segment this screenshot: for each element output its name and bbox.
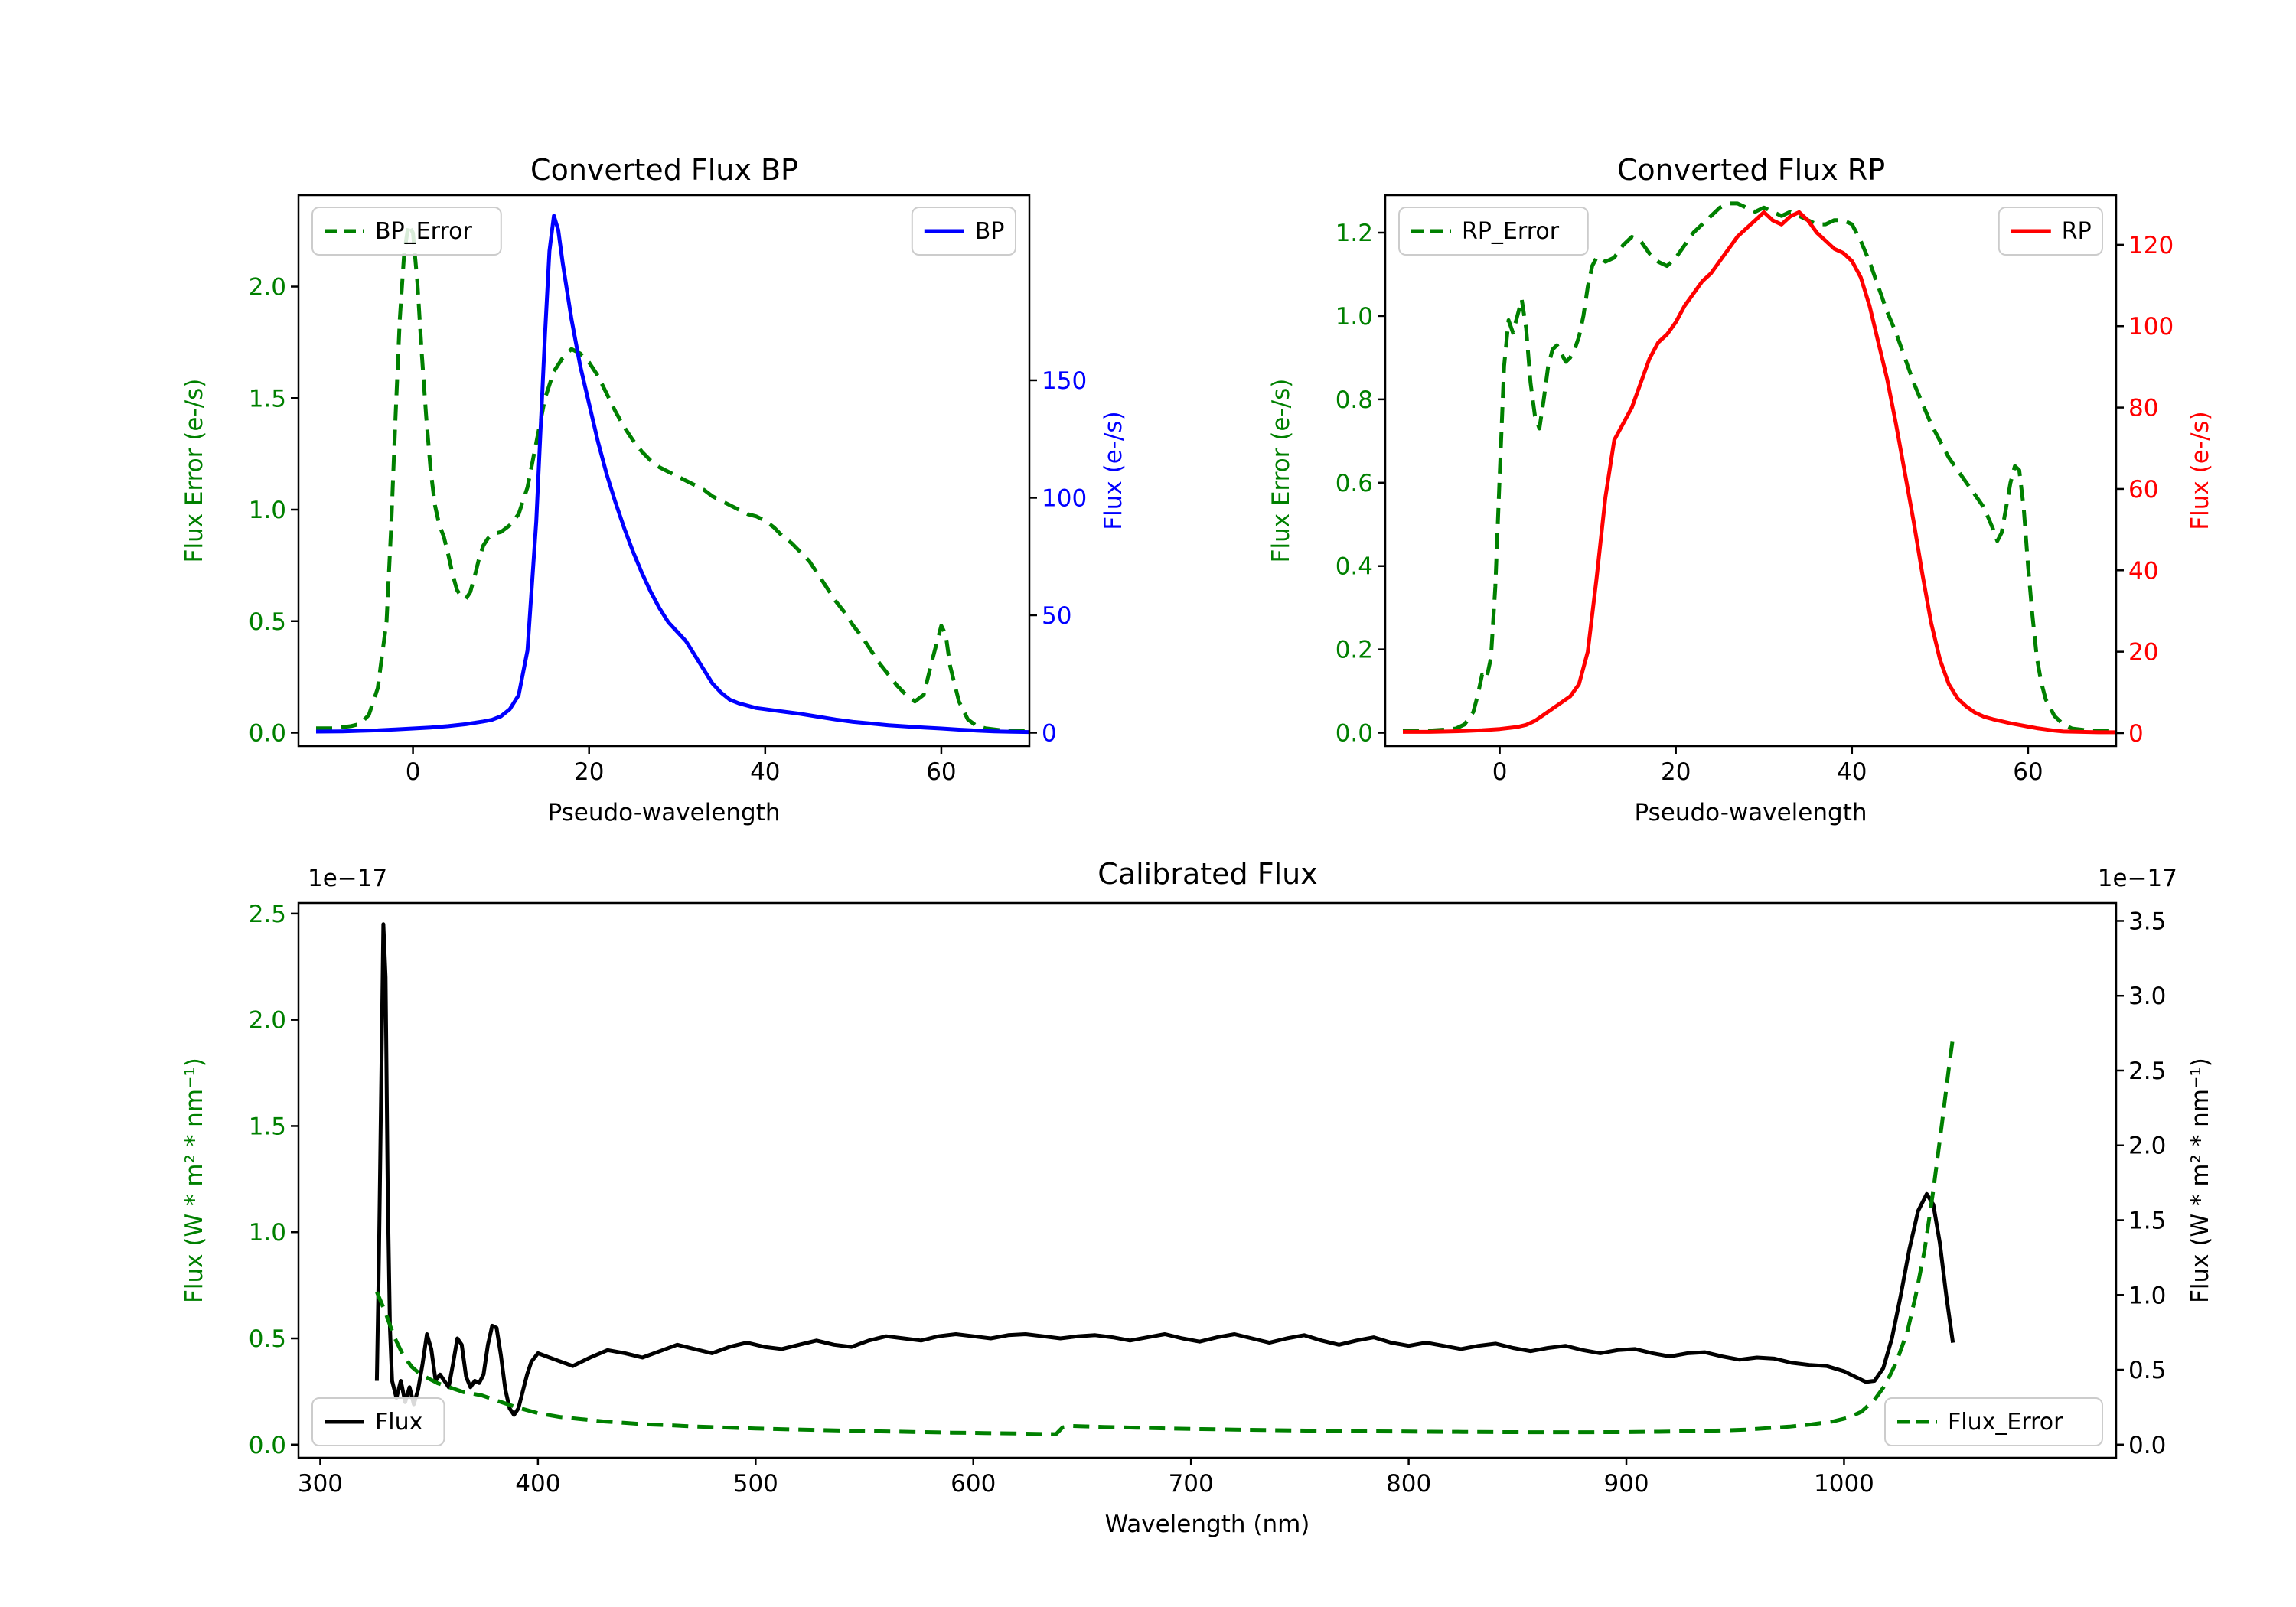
chart-1: 0 20 40 60 0.0 0.5 1.0 1.5 2.0 0 50 100 150 Pseudo-wa…	[181, 194, 1127, 826]
x-tick-label: 1000	[1814, 1470, 1874, 1498]
y-tick-label-right: 2.5	[2128, 1058, 2166, 1085]
series-RP_Error	[1402, 201, 2116, 733]
y-tick-label-left: 1.0	[249, 1219, 286, 1247]
y-tick-label-right: 0	[1042, 719, 1057, 747]
legend-RP: RP	[1998, 207, 2104, 256]
legend-label: BP	[975, 218, 1005, 245]
legend-BP_Error: BP_Error	[311, 207, 502, 256]
x-tick-label: 40	[750, 758, 780, 786]
x-tick-label: 400	[515, 1470, 560, 1498]
y-tick-label-left: 2.0	[249, 1007, 286, 1035]
y-tick-label-left: 0.5	[249, 1325, 286, 1353]
x-tick-label: 800	[1386, 1470, 1431, 1498]
offset-text-right: 1e−17	[2098, 865, 2177, 892]
y-tick-label-right: 20	[2128, 639, 2158, 667]
y-axis-label-left: Flux Error (e-/s)	[1267, 379, 1295, 563]
y-tick-label-left: 2.5	[249, 901, 286, 928]
y-tick-label-right: 100	[2128, 313, 2174, 341]
y-axis-label-right: Flux (W * m² * nm⁻¹)	[2187, 1058, 2214, 1303]
y-tick-label-left: 0.6	[1336, 470, 1373, 497]
legend-label: Flux_Error	[1948, 1409, 2063, 1436]
y-tick-label-left: 2.0	[249, 274, 286, 302]
y-tick-label-left: 0.0	[1336, 720, 1373, 748]
x-tick-label: 500	[733, 1470, 778, 1498]
legend-Flux: Flux	[311, 1397, 445, 1446]
x-axis-label: Pseudo-wavelength	[547, 799, 780, 826]
chart-title-calibrated-flux: Calibrated Flux	[1097, 857, 1318, 891]
y-tick-label-right: 120	[2128, 232, 2174, 259]
series-BP_Error	[316, 222, 1029, 733]
series-Flux	[374, 922, 1955, 1417]
y-axis-label-left: Flux (W * m² * nm⁻¹)	[181, 1058, 208, 1303]
y-tick-label-left: 1.5	[249, 1113, 286, 1140]
legend-BP: BP	[911, 207, 1017, 256]
y-tick-label-left: 0.0	[249, 1432, 286, 1459]
y-tick-label-right: 60	[2128, 476, 2158, 504]
offset-text-left: 1e−17	[308, 865, 387, 892]
y-tick-label-right: 3.5	[2128, 908, 2166, 935]
y-tick-label-left: 0.2	[1336, 637, 1373, 664]
legend-label: BP_Error	[375, 218, 472, 245]
y-tick-label-right: 2.0	[2128, 1133, 2166, 1160]
chart-title-converted-flux-bp: Converted Flux BP	[530, 153, 798, 187]
y-tick-label-right: 150	[1042, 367, 1087, 395]
series-Flux_Error	[375, 1037, 1955, 1436]
series-RP	[1403, 210, 2116, 735]
legend-Flux_Error: Flux_Error	[1884, 1397, 2103, 1446]
x-tick-label: 40	[1837, 758, 1867, 786]
y-axis-label-right: Flux (e-/s)	[2187, 411, 2214, 530]
y-tick-label-right: 100	[1042, 484, 1087, 512]
legend-label: RP_Error	[1462, 218, 1560, 245]
y-tick-label-right: 1.5	[2128, 1208, 2166, 1235]
series-BP	[315, 214, 1029, 735]
legend-label: Flux	[375, 1409, 422, 1436]
y-tick-label-left: 0.8	[1336, 386, 1373, 414]
y-tick-label-left: 0.5	[249, 608, 286, 636]
y-tick-label-left: 1.0	[249, 497, 286, 524]
x-tick-label: 900	[1603, 1470, 1649, 1498]
x-tick-label: 700	[1169, 1470, 1214, 1498]
y-tick-label-right: 0.5	[2128, 1357, 2166, 1384]
y-tick-label-right: 50	[1042, 602, 1071, 630]
y-tick-label-left: 0.0	[249, 720, 286, 748]
y-tick-label-right: 0	[2128, 720, 2144, 748]
y-tick-label-left: 1.5	[249, 385, 286, 412]
axes-spines	[297, 194, 1031, 748]
y-tick-label-right: 40	[2128, 557, 2158, 585]
y-tick-label-right: 3.0	[2128, 983, 2166, 1010]
chart-title-converted-flux-rp: Converted Flux RP	[1616, 153, 1886, 187]
x-tick-label: 20	[574, 758, 604, 786]
x-tick-label: 60	[926, 758, 956, 786]
x-tick-label: 60	[2013, 758, 2043, 786]
y-axis-label-left: Flux Error (e-/s)	[181, 379, 208, 563]
x-axis-label: Wavelength (nm)	[1105, 1511, 1310, 1538]
y-tick-label-left: 1.0	[1336, 303, 1373, 331]
axes-spines	[297, 901, 2118, 1459]
x-tick-label: 20	[1661, 758, 1691, 786]
x-tick-label: 0	[1492, 758, 1508, 786]
axes-spines	[1384, 194, 2118, 748]
chart-2: 0 20 40 60 0.0 0.2 0.4 0.6 0.8 1.0 1.2 0 20 40 60 80 100…	[1267, 194, 2214, 826]
y-tick-label-left: 0.4	[1336, 553, 1373, 581]
y-tick-label-right: 1.0	[2128, 1282, 2166, 1309]
y-axis-label-right: Flux (e-/s)	[1100, 411, 1127, 530]
x-tick-label: 0	[406, 758, 421, 786]
legend-label: RP	[2062, 218, 2092, 245]
y-tick-label-right: 80	[2128, 395, 2158, 422]
x-tick-label: 300	[298, 1470, 343, 1498]
x-tick-label: 600	[951, 1470, 996, 1498]
chart-3: 300 400 500 600 700 800 900 1000 0.0 0.5 1.0 1.5 2.0…	[181, 865, 2214, 1538]
y-tick-label-right: 0.0	[2128, 1432, 2166, 1459]
x-axis-label: Pseudo-wavelength	[1634, 799, 1867, 826]
legend-RP_Error: RP_Error	[1398, 207, 1589, 256]
y-tick-label-left: 1.2	[1336, 220, 1373, 247]
